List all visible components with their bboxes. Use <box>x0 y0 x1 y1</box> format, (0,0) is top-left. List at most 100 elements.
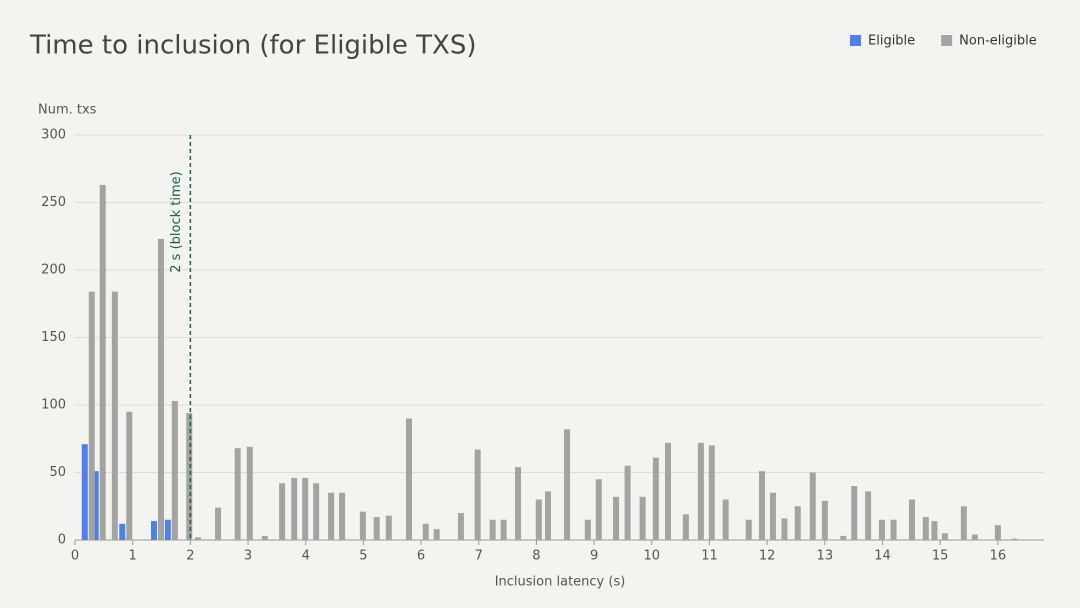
bar <box>722 499 729 540</box>
bar <box>758 471 765 540</box>
bar <box>781 518 788 540</box>
bar <box>624 465 631 540</box>
x-tick-label: 12 <box>759 549 776 564</box>
bar <box>246 446 253 540</box>
bar <box>88 291 95 540</box>
x-tick-label: 14 <box>874 549 891 564</box>
y-tick-label: 0 <box>58 533 66 548</box>
x-tick-label: 2 <box>186 549 194 564</box>
bar <box>613 496 620 540</box>
bar <box>851 486 858 540</box>
bar <box>708 445 715 540</box>
bar <box>215 507 222 540</box>
bar <box>171 400 178 540</box>
bar <box>126 411 133 540</box>
x-tick-label: 7 <box>475 549 483 564</box>
bar <box>535 499 542 540</box>
bar <box>186 413 193 540</box>
bar <box>500 519 507 540</box>
bar <box>960 506 967 540</box>
y-tick-label: 300 <box>41 128 66 143</box>
bar <box>639 496 646 540</box>
x-tick-label: 1 <box>129 549 137 564</box>
bar <box>971 534 978 540</box>
y-tick-label: 150 <box>41 330 66 345</box>
chart-title: Time to inclusion (for Eligible TXS) <box>29 31 476 61</box>
bar <box>385 515 392 540</box>
bar <box>81 444 88 540</box>
bar <box>821 500 828 540</box>
bar <box>313 483 320 540</box>
legend-label: Non-eligible <box>959 34 1037 49</box>
bar <box>652 457 659 540</box>
bar <box>664 442 671 540</box>
bar <box>584 519 591 540</box>
bar <box>697 442 704 540</box>
x-tick-label: 8 <box>532 549 540 564</box>
bar <box>339 492 346 540</box>
x-tick-label: 9 <box>590 549 598 564</box>
bar <box>291 477 298 540</box>
bar <box>359 511 366 540</box>
bar <box>261 535 268 540</box>
bar <box>545 491 552 540</box>
bar <box>922 517 929 540</box>
x-tick-label: 5 <box>359 549 367 564</box>
bar <box>194 537 201 540</box>
bar <box>328 492 335 540</box>
bar <box>794 506 801 540</box>
x-tick-label: 13 <box>817 549 834 564</box>
bar <box>840 535 847 540</box>
x-tick-label: 4 <box>302 549 310 564</box>
bar <box>931 521 938 540</box>
x-axis-label: Inclusion latency (s) <box>495 575 626 590</box>
bar <box>279 483 286 540</box>
x-tick-label: 10 <box>644 549 661 564</box>
bar <box>457 513 464 540</box>
bar <box>1011 538 1018 540</box>
bar <box>119 523 126 540</box>
bar <box>92 471 99 540</box>
y-tick-label: 250 <box>41 195 66 210</box>
x-tick-label: 3 <box>244 549 252 564</box>
bar <box>595 479 602 540</box>
bar <box>111 291 118 540</box>
legend-swatch <box>850 35 861 46</box>
legend-label: Eligible <box>868 34 915 49</box>
bar <box>865 491 872 540</box>
bar <box>878 519 885 540</box>
bar <box>164 519 171 540</box>
bar <box>422 523 429 540</box>
x-tick-label: 16 <box>990 549 1007 564</box>
annotation-label: 2 s (block time) <box>169 171 184 272</box>
bar <box>373 517 380 540</box>
x-tick-label: 0 <box>71 549 79 564</box>
bar <box>302 477 309 540</box>
x-tick-label: 15 <box>932 549 949 564</box>
x-tick-label: 11 <box>701 549 718 564</box>
bar <box>474 449 481 540</box>
bar <box>515 467 522 540</box>
x-tick-label: 6 <box>417 549 425 564</box>
bar <box>150 521 157 540</box>
y-tick-label: 200 <box>41 263 66 278</box>
bar <box>890 519 897 540</box>
bar <box>941 533 948 540</box>
bar <box>682 514 689 540</box>
y-tick-label: 100 <box>41 398 66 413</box>
bar <box>489 519 496 540</box>
bar <box>99 184 106 540</box>
bar <box>564 429 571 540</box>
bar <box>809 472 816 540</box>
bar <box>234 448 241 540</box>
bar <box>745 519 752 540</box>
bar <box>994 525 1001 540</box>
legend-swatch <box>941 35 953 46</box>
bar <box>157 238 164 540</box>
bar <box>405 418 412 540</box>
bar <box>433 529 440 540</box>
bar <box>769 492 776 540</box>
bar <box>908 499 915 540</box>
y-tick-label: 50 <box>49 465 66 480</box>
